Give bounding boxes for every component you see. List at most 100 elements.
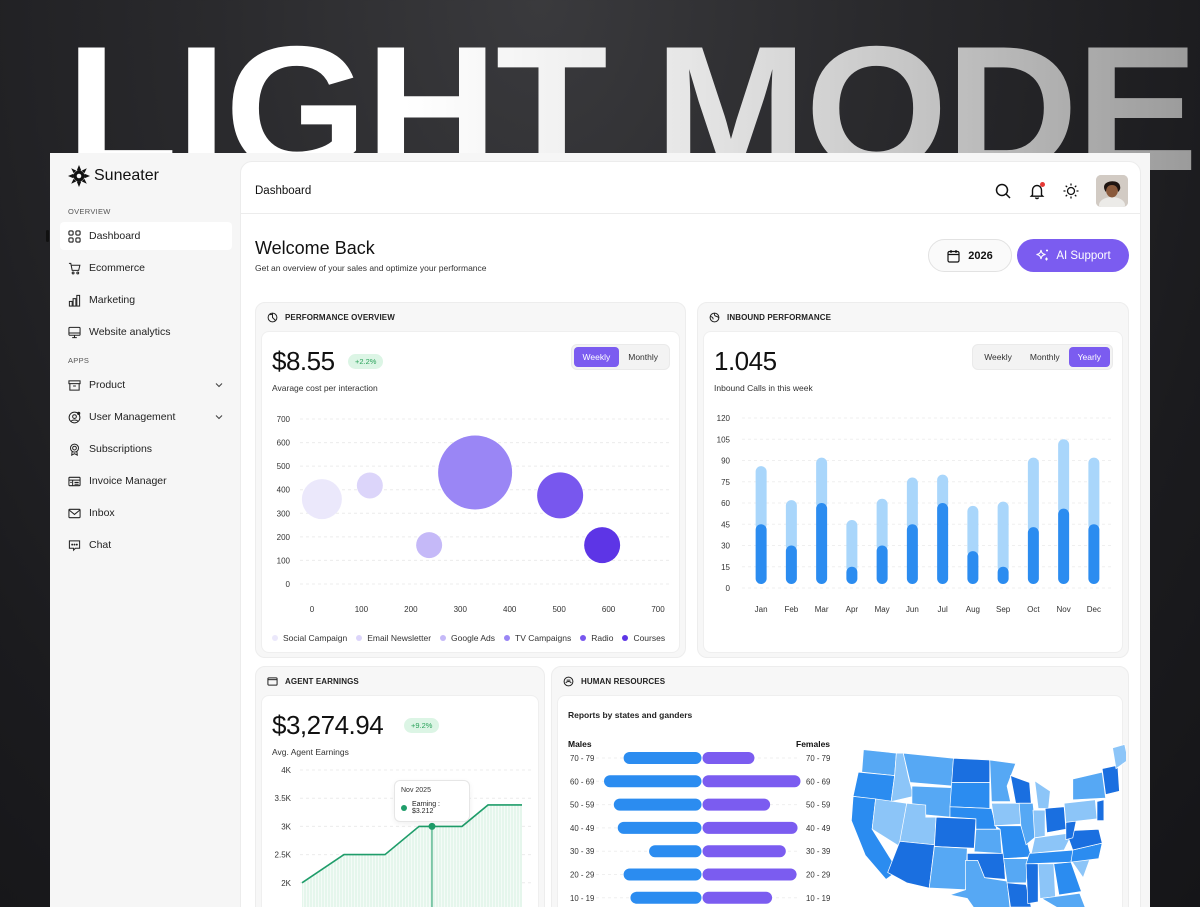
performance-overview-card: PERFORMANCE OVERVIEW $8.55 +2.2% Avarage… [255, 302, 686, 658]
year-picker-button[interactable]: 2026 [928, 239, 1012, 272]
sidebar-item-label: Chat [89, 539, 112, 551]
bar-females [702, 775, 801, 788]
bar-males [617, 821, 702, 834]
bar-females [702, 821, 798, 834]
card-title: INBOUND PERFORMANCE [727, 313, 832, 322]
ai-support-button[interactable]: AI Support [1017, 239, 1129, 272]
y-tick-label: 700 [277, 415, 291, 424]
card-title: AGENT EARNINGS [285, 677, 359, 686]
bar-males [613, 798, 702, 811]
legend-label: TV Campaigns [515, 633, 572, 643]
bubble-social-campaign [301, 479, 342, 520]
x-tick-label: Jun [906, 605, 919, 614]
archive-icon [68, 379, 81, 392]
highlight-point [428, 822, 436, 830]
legend-item[interactable]: TV Campaigns [504, 633, 571, 643]
bell-icon[interactable] [1028, 182, 1046, 200]
x-tick-label: 300 [454, 605, 468, 614]
bubble-chart: 0 100 200 300 400 500 600 700 0 100 200 300 400 500 60… [277, 415, 672, 614]
sidebar-item-invoice-manager[interactable]: Invoice Manager [60, 467, 232, 495]
sidebar-item-website-analytics[interactable]: Website analytics [60, 318, 232, 346]
active-indicator [46, 230, 49, 242]
state-pa [1063, 799, 1098, 823]
search-icon[interactable] [994, 182, 1012, 200]
sun-icon[interactable] [1062, 182, 1080, 200]
performance-label: Avarage cost per interaction [272, 383, 378, 393]
age-pyramid-chart: 70 - 79 70 - 79 60 - 69 60 - 69 50 - 59 50 - … [570, 752, 830, 904]
bar-females [702, 891, 773, 904]
avatar[interactable] [1096, 175, 1128, 207]
x-tick-label: May [875, 605, 890, 614]
legend-item[interactable]: Google Ads [440, 633, 495, 643]
legend-swatch [504, 635, 510, 641]
bubble-tv-campaigns [438, 435, 513, 510]
sidebar: Suneater OVERVIEW Dashboard Ecommerce Ma… [46, 153, 240, 907]
performance-value: $8.55 [272, 346, 335, 376]
notification-dot [1040, 182, 1045, 187]
bar-secondary [906, 477, 918, 531]
y-tick-label: 45 [721, 520, 730, 529]
bar-males [649, 845, 702, 858]
state-ks [973, 828, 1003, 854]
earnings-label: Avg. Agent Earnings [272, 747, 349, 757]
y-tick-label: 2K [281, 879, 291, 888]
toggle-monthly[interactable]: Monthly [628, 352, 658, 362]
sidebar-item-label: Inbox [89, 507, 115, 519]
mail-icon [68, 507, 81, 520]
y-tick-label: 600 [277, 439, 291, 448]
age-label-right: 40 - 49 [806, 824, 830, 833]
welcome-subtitle: Get an overview of your sales and optimi… [255, 263, 487, 273]
state-az [887, 840, 935, 889]
y-tick-label: 15 [721, 563, 730, 572]
toggle-weekly[interactable]: Weekly [984, 352, 1012, 362]
legend-label: Courses [633, 633, 666, 643]
invoice-icon [68, 475, 81, 488]
sidebar-item-marketing[interactable]: Marketing [60, 286, 232, 314]
brand-logo[interactable]: Suneater [68, 165, 159, 187]
toggle-weekly[interactable]: Weekly [573, 347, 620, 367]
calendar-icon [947, 249, 960, 263]
state-in [1032, 809, 1046, 839]
sidebar-item-label: Dashboard [89, 230, 141, 242]
bubble-courses [584, 527, 621, 564]
x-tick-label: 200 [404, 605, 418, 614]
bar-secondary [1088, 457, 1100, 531]
legend-item[interactable]: Radio [580, 633, 613, 643]
us-map [851, 744, 1126, 907]
y-tick-label: 200 [277, 533, 291, 542]
chevron-down-icon[interactable] [214, 380, 224, 390]
legend-item[interactable]: Social Campaign [272, 633, 347, 643]
sidebar-item-dashboard[interactable]: Dashboard [60, 222, 232, 250]
bubble-email-newsletter [356, 472, 383, 499]
state-co [934, 816, 977, 849]
sidebar-item-inbox[interactable]: Inbox [60, 499, 232, 527]
age-label-right: 10 - 19 [806, 894, 830, 903]
x-tick-label: Sep [996, 605, 1011, 614]
sidebar-item-subscriptions[interactable]: Subscriptions [60, 435, 232, 463]
age-label-left: 10 - 19 [570, 894, 594, 903]
agent-earnings-card: AGENT EARNINGS $3,274.94 +9.2% Avg. Agen… [255, 666, 545, 907]
badge-icon [68, 443, 81, 456]
sidebar-item-product[interactable]: Product [60, 371, 232, 399]
bar-secondary [997, 501, 1009, 573]
sidebar-item-ecommerce[interactable]: Ecommerce [60, 254, 232, 282]
sidebar-item-user-management[interactable]: User Management [60, 403, 232, 431]
x-tick-label: 700 [651, 605, 665, 614]
legend-item[interactable]: Courses [622, 633, 665, 643]
bar-secondary [967, 505, 979, 558]
toggle-monthly[interactable]: Monthly [1029, 352, 1060, 362]
people-icon [563, 676, 574, 687]
inbound-performance-card: INBOUND PERFORMANCE 1.045 Inbound Calls … [697, 302, 1129, 658]
legend-item[interactable]: Email Newsletter [356, 633, 431, 643]
chevron-down-icon[interactable] [214, 412, 224, 422]
state-ny [1072, 771, 1107, 801]
grid-icon [68, 229, 81, 243]
females-label: Females [796, 739, 831, 749]
sun-gear-icon [68, 165, 90, 187]
toggle-yearly[interactable]: Yearly [1068, 347, 1110, 367]
legend-label: Radio [591, 633, 614, 643]
y-tick-label: 3K [281, 822, 291, 831]
state-ga [1053, 861, 1082, 896]
x-tick-label: Oct [1027, 605, 1040, 614]
sidebar-item-chat[interactable]: Chat [60, 531, 232, 559]
